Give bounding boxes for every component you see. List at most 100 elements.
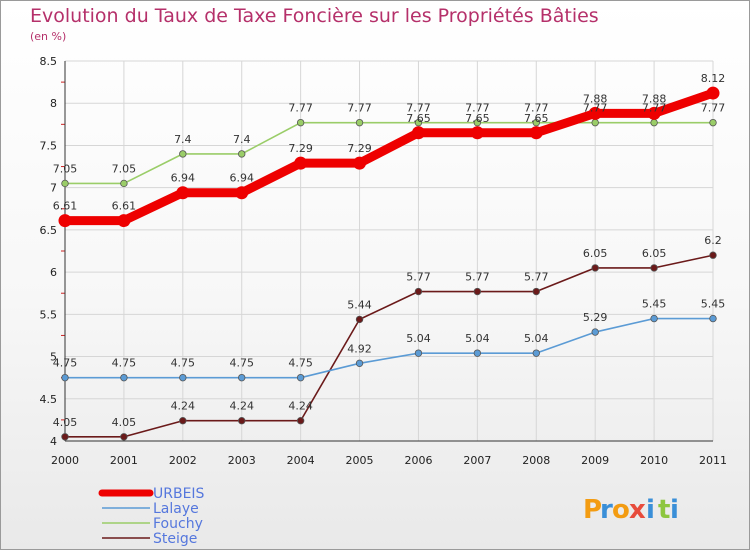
y-tick-label: 4 <box>50 435 57 448</box>
data-label-fouchy: 7.4 <box>233 133 251 146</box>
x-tick-label: 2008 <box>522 454 550 467</box>
data-label-steige: 4.24 <box>171 400 196 413</box>
x-tick-label: 2010 <box>640 454 668 467</box>
data-point-fouchy <box>179 150 187 158</box>
data-point-urbeis <box>647 106 661 120</box>
logo-letter: r <box>600 495 613 525</box>
data-point-lalaye <box>355 359 364 368</box>
data-label-steige: 5.77 <box>406 271 431 284</box>
data-label-lalaye: 5.04 <box>465 332 490 345</box>
logo-letter: P <box>583 495 602 525</box>
data-point-fouchy <box>473 118 482 127</box>
data-label-fouchy: 7.77 <box>701 102 726 115</box>
x-tick-label: 2007 <box>463 454 491 467</box>
x-tick-label: 2004 <box>287 454 315 467</box>
y-tick-label: 6.5 <box>40 224 58 237</box>
data-point-steige <box>120 433 128 441</box>
series-line-urbeis <box>60 88 718 226</box>
data-label-steige: 4.05 <box>112 416 137 429</box>
data-point-steige <box>179 417 187 425</box>
data-label-urbeis: 7.65 <box>465 112 490 125</box>
data-label-steige: 4.05 <box>53 416 78 429</box>
data-label-fouchy: 7.77 <box>642 102 667 115</box>
data-label-urbeis: 7.65 <box>406 112 431 125</box>
series-line-lalaye <box>64 317 714 379</box>
data-label-lalaye: 4.75 <box>171 357 196 370</box>
data-label-steige: 6.2 <box>704 234 722 247</box>
data-point-lalaye <box>120 373 128 382</box>
data-label-steige: 6.05 <box>642 247 667 260</box>
y-tick-label: 6 <box>50 266 57 279</box>
chart-subtitle: (en %) <box>30 30 66 43</box>
data-label-lalaye: 5.29 <box>583 311 608 324</box>
series <box>58 86 720 441</box>
data-label-steige: 6.05 <box>583 247 608 260</box>
data-point-lalaye <box>414 349 423 357</box>
logo-letter: i <box>670 495 679 525</box>
data-point-lalaye <box>61 373 69 382</box>
data-point-fouchy <box>414 118 423 127</box>
y-tick-label: 4.5 <box>40 393 58 406</box>
data-point-steige <box>355 315 364 324</box>
data-point-fouchy <box>61 179 69 188</box>
y-tick-label: 8 <box>50 97 57 110</box>
data-label-urbeis: 7.88 <box>583 92 608 105</box>
y-tick-label: 7 <box>50 182 57 195</box>
data-label-lalaye: 4.92 <box>347 342 372 355</box>
x-tick-label: 2002 <box>169 454 197 467</box>
data-label-urbeis: 6.94 <box>171 172 196 185</box>
legend-label-fouchy: Fouchy <box>153 516 203 532</box>
data-point-steige <box>414 287 423 296</box>
data-label-lalaye: 4.75 <box>53 357 78 370</box>
data-label-lalaye: 4.75 <box>288 357 313 370</box>
data-label-steige: 5.77 <box>465 271 490 284</box>
logo-letter: t <box>658 495 670 525</box>
legend-label-lalaye: Lalaye <box>153 501 199 517</box>
data-point-urbeis <box>294 156 308 170</box>
data-label-lalaye: 5.45 <box>642 298 667 311</box>
logo-letter: i <box>646 495 655 525</box>
data-label-lalaye: 4.75 <box>229 357 254 370</box>
data-point-lalaye <box>473 349 482 357</box>
data-point-fouchy <box>709 118 717 127</box>
data-point-lalaye <box>591 328 599 336</box>
data-label-urbeis: 8.12 <box>701 72 726 85</box>
data-point-lalaye <box>650 314 658 323</box>
data-point-fouchy <box>650 118 658 127</box>
data-label-fouchy: 7.77 <box>288 102 313 115</box>
data-point-urbeis <box>235 186 249 200</box>
legend-label-urbeis: URBEIS <box>153 486 205 502</box>
y-tick-label: 7.5 <box>40 139 58 152</box>
data-label-urbeis: 6.61 <box>53 200 78 213</box>
data-point-fouchy <box>238 150 246 158</box>
data-label-fouchy: 7.77 <box>406 102 431 115</box>
data-point-urbeis <box>353 156 367 170</box>
series-line-steige <box>64 254 714 438</box>
x-tick-label: 2000 <box>51 454 79 467</box>
chart-title: Evolution du Taux de Taxe Foncière sur l… <box>30 5 599 27</box>
x-tick-label: 2006 <box>404 454 432 467</box>
axes: 4 4.5 5 5.5 6 6.5 7 7.5 8 8.5 2000 2001 2002 2003 2004… <box>40 55 728 467</box>
data-point-lalaye <box>709 314 717 323</box>
data-point-fouchy <box>591 118 599 127</box>
data-point-steige <box>650 264 658 272</box>
data-label-fouchy: 7.77 <box>465 102 490 115</box>
data-label-fouchy: 7.77 <box>347 102 372 115</box>
data-label-lalaye: 5.04 <box>524 332 549 345</box>
data-point-fouchy <box>355 118 364 127</box>
logo-letter: o <box>612 495 630 525</box>
y-tick-label: 5 <box>50 351 57 364</box>
data-point-lalaye <box>238 373 246 382</box>
data-label-urbeis: 7.29 <box>347 142 372 155</box>
data-labels: 4.05 4.05 4.24 4.24 4.24 5.44 5.77 5.77 5.77 6.05… <box>53 72 726 429</box>
data-point-steige <box>61 433 69 441</box>
data-label-fouchy: 7.77 <box>524 102 549 115</box>
data-label-lalaye: 4.75 <box>112 357 137 370</box>
series-line-fouchy <box>64 121 714 185</box>
data-label-fouchy: 7.05 <box>112 162 137 175</box>
data-label-urbeis: 6.61 <box>112 200 137 213</box>
data-label-fouchy: 7.77 <box>583 102 608 115</box>
